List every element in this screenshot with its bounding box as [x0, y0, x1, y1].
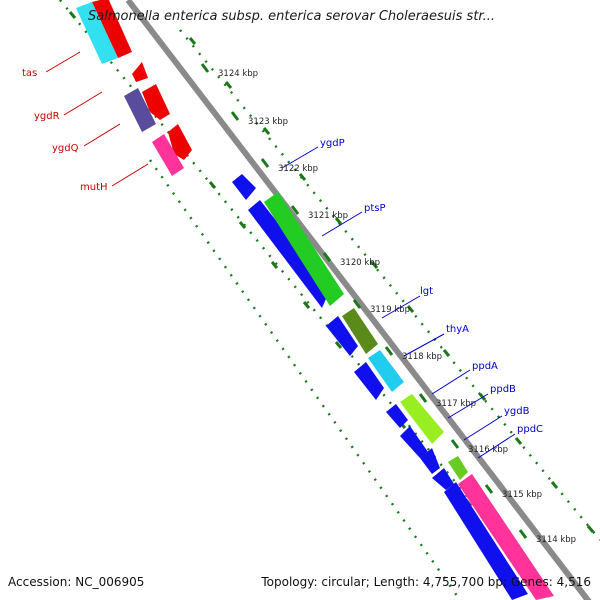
gene-cog-ptsP: [264, 192, 344, 306]
major-tick: [406, 305, 415, 313]
major-tick: [302, 301, 311, 309]
major-tick: [270, 261, 279, 269]
major-tick: [550, 481, 559, 489]
gene-cog-ygdQ: [152, 134, 184, 176]
gene-label-ygdP: ygdP: [320, 138, 345, 149]
ruler-label: 3118 kbp: [402, 352, 442, 362]
gene-leader-line: [281, 146, 319, 169]
gene-cds-ygdR: [142, 84, 170, 120]
ruler-label: 3122 kbp: [278, 164, 318, 174]
gene-leader-line: [111, 163, 149, 187]
major-tick: [370, 261, 379, 269]
major-tick: [298, 173, 307, 181]
ruler-label: 3124 kbp: [218, 69, 258, 79]
gene-label-tas: tas: [22, 68, 37, 79]
ruler-label: 3115 kbp: [502, 490, 542, 500]
gene-leader-line: [403, 333, 445, 357]
ruler-label: 3114 kbp: [536, 535, 576, 545]
gene-leader-line: [477, 433, 516, 459]
gene-label-ppdB: ppdB: [490, 384, 516, 395]
gene-label-thyA: thyA: [446, 324, 469, 335]
ruler-label: 3123 kbp: [248, 117, 288, 127]
gene-leader-line: [431, 369, 471, 395]
ruler-tick: [290, 205, 300, 215]
gene-label-lgt: lgt: [420, 286, 433, 297]
gene-cog-lgt: [342, 308, 378, 354]
gene-leader-line: [63, 91, 103, 116]
gene-cds-small: [132, 62, 148, 82]
ruler-tick: [260, 158, 270, 168]
gene-labels: tas ygdR ygdQ mutH ygdP ptsP lgt thyA ppdA ppdB yg…: [22, 51, 543, 459]
tick-row-right: [179, 29, 600, 541]
gene-label-ptsP: ptsP: [364, 203, 386, 214]
ruler-label: 3120 kbp: [340, 258, 380, 268]
reverse-strand-genes: [76, 0, 192, 176]
gene-cog-long: [458, 474, 554, 600]
ruler-tick: [352, 299, 362, 309]
major-tick: [188, 37, 197, 45]
gene-label-ygdR: ygdR: [34, 111, 60, 122]
major-tick: [238, 221, 247, 229]
gene-cds-thyA: [354, 362, 384, 400]
tick-row-inner-left: [2, 110, 390, 600]
major-tick: [334, 217, 343, 225]
gene-cds-tas: [92, 0, 132, 58]
gene-cds-ppdA: [386, 404, 408, 428]
major-tick: [208, 181, 217, 189]
backbone: [125, 0, 592, 600]
ruler-label: 3119 kbp: [370, 305, 410, 315]
gene-cog-ppdA: [400, 394, 444, 444]
gene-leader-line: [463, 415, 503, 441]
gene-leader-line: [381, 295, 421, 319]
ruler-tick: [200, 63, 210, 73]
gene-cds-ygdP: [232, 174, 256, 200]
tick-row-left-lower: [149, 159, 461, 600]
gene-leader-line: [447, 393, 489, 419]
gene-leader-line: [45, 51, 81, 73]
gene-label-mutH: mutH: [80, 182, 108, 193]
gene-cds-ppdC: [432, 468, 454, 490]
gene-label-ppdC: ppdC: [517, 424, 543, 435]
gene-cds-lgt: [326, 316, 358, 356]
accession-text: Accession: NC_006905: [8, 575, 145, 589]
ruler-tick: [384, 346, 394, 356]
ruler-labels: 3124 kbp 3123 kbp 3122 kbp 3121 kbp 3120 kbp…: [200, 63, 576, 545]
ruler-tick: [518, 529, 528, 539]
ruler-label: 3116 kbp: [468, 445, 508, 455]
gene-cog-tas: [76, 2, 118, 64]
summary-text: Topology: circular; Length: 4,755,700 bp…: [261, 575, 591, 589]
ruler-tick: [322, 252, 332, 262]
ruler-label: 3117 kbp: [436, 399, 476, 409]
gene-cds-long: [444, 482, 528, 600]
gene-cds-ppdB: [400, 426, 428, 458]
major-tick: [224, 81, 233, 89]
gene-leader-line: [83, 123, 121, 147]
major-tick: [68, 11, 77, 19]
gene-label-ppdA: ppdA: [472, 361, 498, 372]
forward-strand-genes: [232, 174, 554, 600]
gene-label-ygdQ: ygdQ: [52, 143, 79, 154]
gene-cds-ygdB: [420, 448, 440, 474]
major-tick: [262, 127, 271, 135]
gene-cds-ptsP: [248, 200, 330, 308]
major-tick: [586, 525, 595, 533]
gene-label-ygdB: ygdB: [504, 406, 530, 417]
major-tick: [442, 349, 451, 357]
ruler-tick: [418, 393, 428, 403]
gene-cog-thyA: [368, 350, 404, 392]
ruler-tick: [450, 439, 460, 449]
ruler-tick: [484, 484, 494, 494]
gene-cog-ygdB: [448, 456, 468, 480]
gene-cog-ygdR: [124, 88, 156, 132]
major-tick: [514, 437, 523, 445]
major-tick: [334, 341, 343, 349]
gene-leader-line: [321, 211, 363, 237]
genome-title: Salmonella enterica subsp. enterica sero…: [88, 9, 495, 24]
ruler-tick: [230, 111, 240, 121]
ruler-label: 3121 kbp: [308, 211, 348, 221]
